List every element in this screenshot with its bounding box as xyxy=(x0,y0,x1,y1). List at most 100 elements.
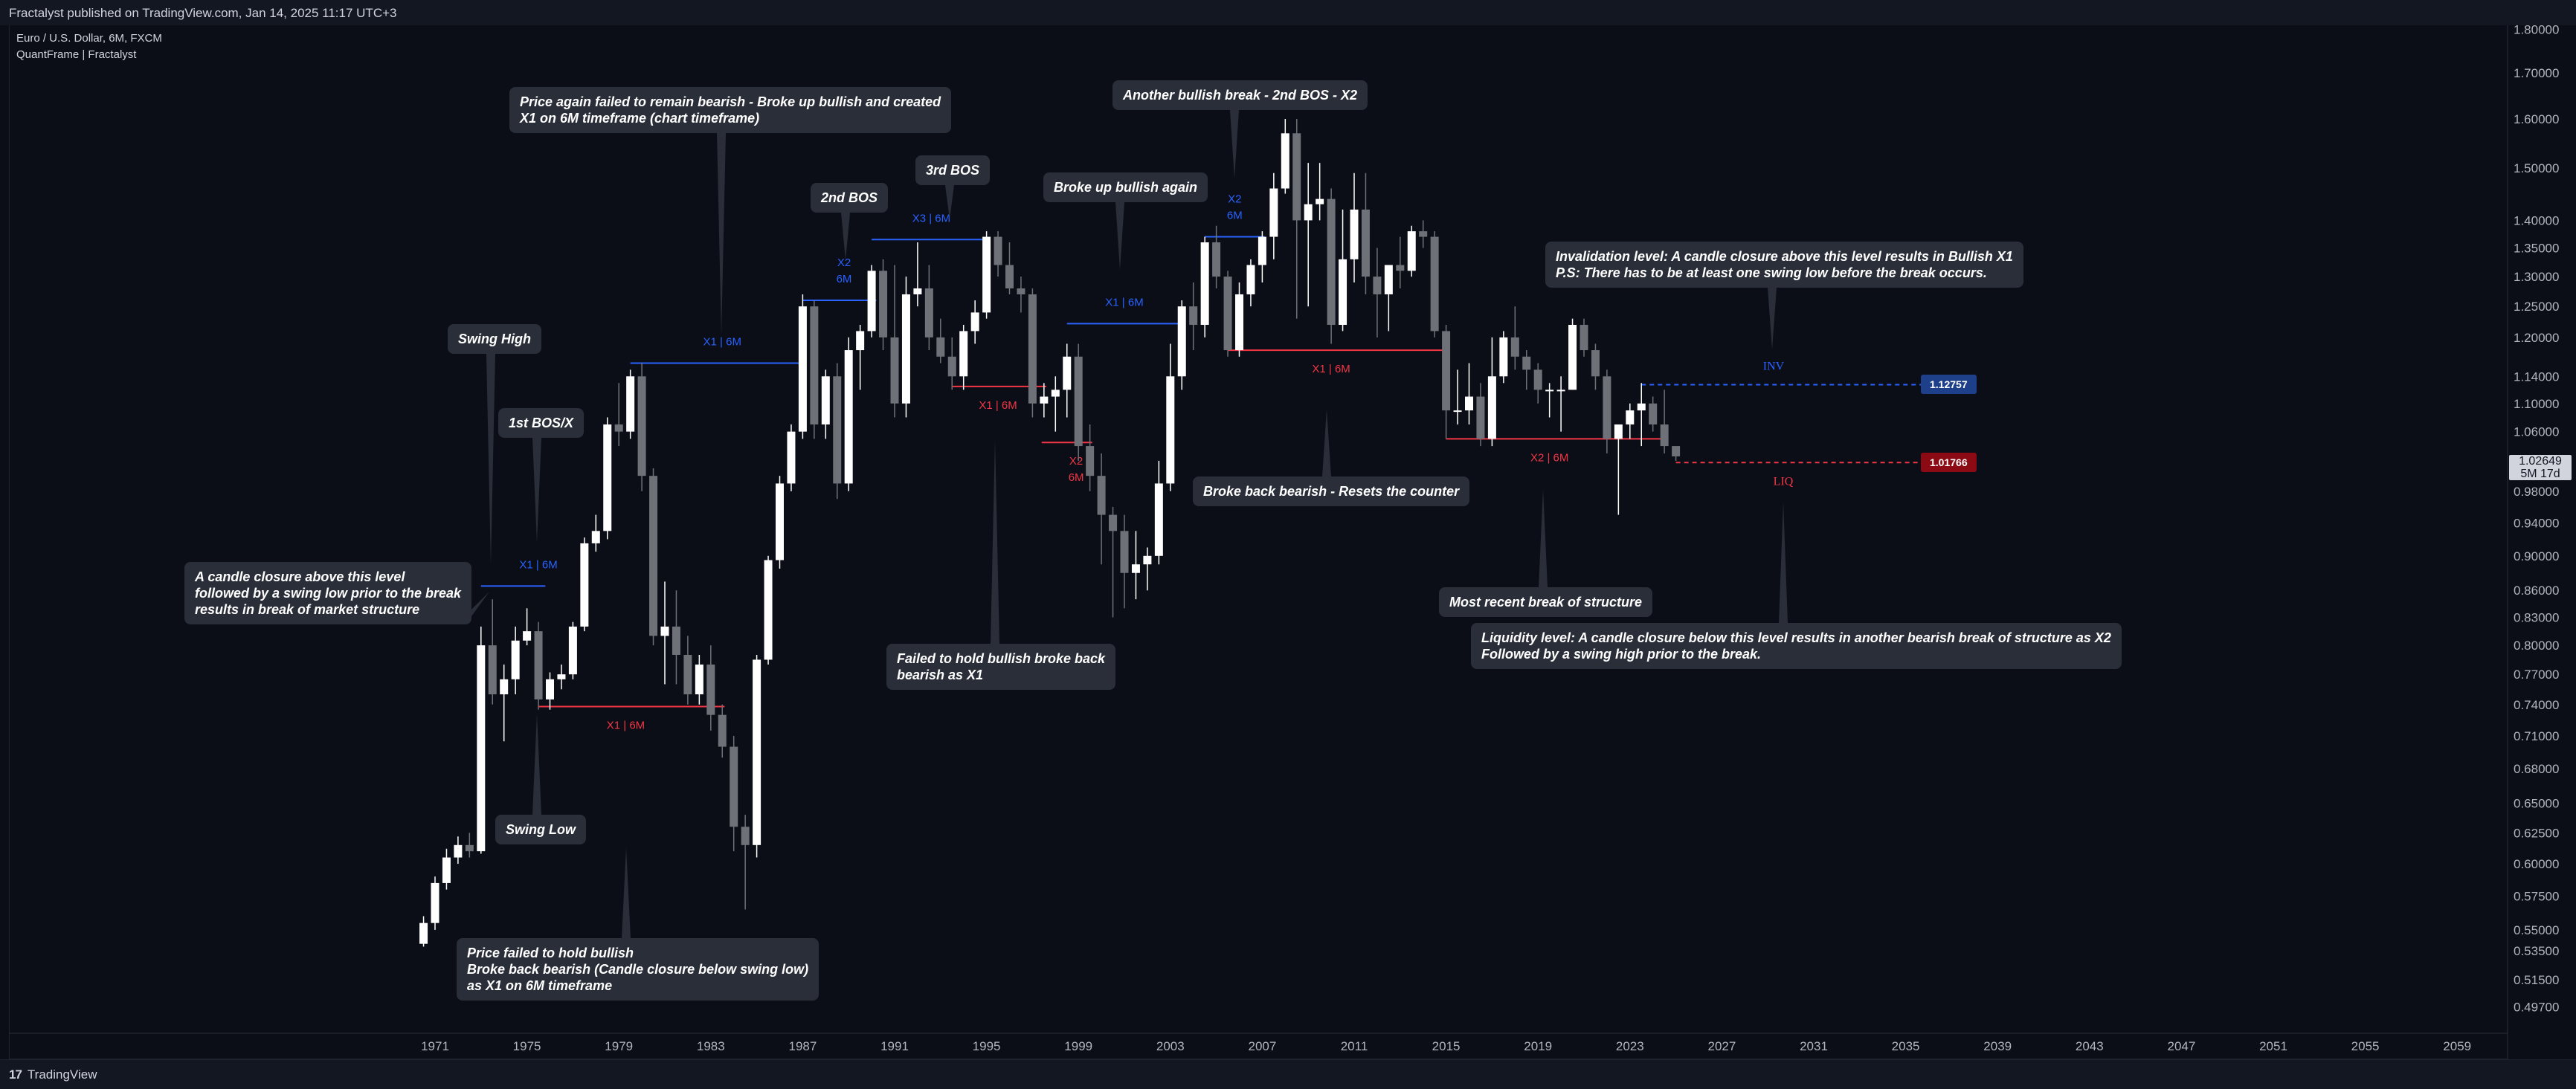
candle-body xyxy=(1235,294,1243,351)
ann-1st-bos[interactable]: 1st BOS/X xyxy=(498,408,585,438)
candle-body xyxy=(1430,236,1439,332)
x-tick-label: 1971 xyxy=(421,1039,449,1053)
ann-failed-hold-pointer xyxy=(622,847,631,938)
candle-body xyxy=(1316,198,1324,204)
ann-candle-closure-line: A candle closure above this level xyxy=(195,569,405,584)
ann-invalidation-line: P.S: There has to be at least one swing … xyxy=(1556,265,1987,280)
candle-body xyxy=(1626,410,1635,425)
ann-2nd-bos[interactable]: 2nd BOS xyxy=(811,183,889,213)
candle-body xyxy=(511,640,520,679)
candle-body xyxy=(1556,390,1565,392)
y-tick-label: 1.70000 xyxy=(2514,66,2559,80)
candle-body xyxy=(833,376,842,484)
x-tick-label: 2015 xyxy=(1432,1039,1461,1053)
candle-body xyxy=(1361,209,1370,277)
y-tick-label: 0.68000 xyxy=(2514,762,2559,776)
price-chart[interactable]: 1.80000 1.70000 1.60000 1.50000 1.40000 1.350… xyxy=(0,0,2576,1059)
tradingview-logo[interactable]: 17 TradingView xyxy=(9,1067,97,1082)
candle-body xyxy=(1384,265,1393,294)
candle-body xyxy=(1120,531,1129,573)
inv-label: INV xyxy=(1763,360,1785,372)
publisher-text: Fractalyst published on TradingView.com,… xyxy=(9,6,397,20)
x1-6m-2012-label: X1 | 6M xyxy=(1312,363,1350,375)
candle-body xyxy=(488,645,497,695)
y-tick-label: 0.62500 xyxy=(2514,826,2559,840)
ann-failed-hold[interactable]: Price failed to hold bullish Broke back b… xyxy=(457,938,820,1001)
ann-swing-low[interactable]: Swing Low xyxy=(495,815,586,844)
ann-price-again-line: Price again failed to remain bearish - B… xyxy=(520,94,941,109)
y-tick-label: 0.60000 xyxy=(2514,857,2559,871)
publisher-bar: Fractalyst published on TradingView.com,… xyxy=(0,0,2576,25)
ann-swing-low-line: Swing Low xyxy=(506,822,576,837)
candle-body xyxy=(890,337,899,404)
y-tick-label: 1.80000 xyxy=(2514,23,2559,37)
ann-2nd-bos-pointer xyxy=(841,213,850,260)
candle-body xyxy=(1510,337,1519,357)
candle-body xyxy=(1453,410,1462,413)
candle-body xyxy=(776,483,784,560)
candle-body xyxy=(1258,236,1266,265)
ann-liquidity[interactable]: Liquidity level: A candle closure below … xyxy=(1471,623,2122,669)
candle-body xyxy=(1327,198,1336,326)
x1-6m-1997-label: X1 | 6M xyxy=(979,399,1017,412)
x-tick-label: 2019 xyxy=(1524,1039,1552,1053)
ann-broke-back-pointer xyxy=(1322,410,1331,476)
ann-failed-bullish[interactable]: Failed to hold bullish broke back bearish… xyxy=(886,644,1116,690)
candle-body xyxy=(730,746,738,827)
ann-candle-closure[interactable]: A candle closure above this level followe… xyxy=(184,562,472,624)
candle-body xyxy=(591,531,600,543)
candle-body xyxy=(419,922,428,944)
y-tick-label: 0.98000 xyxy=(2514,485,2559,499)
candle-body xyxy=(603,424,612,531)
y-tick-label: 0.77000 xyxy=(2514,668,2559,682)
y-tick-label: 0.71000 xyxy=(2514,729,2559,743)
y-tick-label: 0.80000 xyxy=(2514,639,2559,653)
ann-failed-hold-line: Broke back bearish (Candle closure below… xyxy=(467,962,809,977)
candle-body xyxy=(798,306,807,432)
candle-body xyxy=(477,645,486,852)
candle-body xyxy=(1143,555,1152,565)
candle-body xyxy=(557,674,566,679)
candle-body xyxy=(500,679,509,695)
ann-failed-bullish-pointer xyxy=(991,439,999,644)
candle-body xyxy=(672,626,680,655)
x-tick-label: 2007 xyxy=(1248,1039,1276,1053)
candle-body xyxy=(1465,396,1473,411)
ann-2nd-bos-line: 2nd BOS xyxy=(821,190,878,205)
x-tick-label: 1987 xyxy=(788,1039,817,1053)
y-tick-label: 1.25000 xyxy=(2514,300,2559,314)
ann-swing-high[interactable]: Swing High xyxy=(448,324,541,354)
ann-liquidity-pointer xyxy=(1779,502,1788,623)
ann-another-bullish[interactable]: Another bullish break - 2nd BOS - X2 xyxy=(1112,80,1368,110)
ann-broke-back[interactable]: Broke back bearish - Resets the counter xyxy=(1193,476,1470,506)
candle-body xyxy=(1672,446,1681,456)
candle-body xyxy=(1177,306,1186,377)
ann-3rd-bos-pointer xyxy=(945,185,954,219)
candle-body xyxy=(1591,350,1600,377)
candle-body xyxy=(1373,277,1382,294)
x2-6m-2019-label: X2 | 6M xyxy=(1530,451,1568,464)
ann-most-recent-pointer xyxy=(1539,489,1548,587)
candle-body xyxy=(1040,396,1049,404)
candle-body xyxy=(1350,209,1359,259)
tradingview-logo-icon: 17 xyxy=(9,1067,22,1082)
ann-most-recent[interactable]: Most recent break of structure xyxy=(1439,587,1653,617)
y-tick-label: 1.20000 xyxy=(2514,331,2559,345)
ann-1st-bos-pointer xyxy=(532,438,541,543)
x-tick-label: 2003 xyxy=(1156,1039,1185,1053)
ann-broke-up[interactable]: Broke up bullish again xyxy=(1043,172,1208,202)
ann-3rd-bos[interactable]: 3rd BOS xyxy=(915,155,991,185)
indicator-title[interactable]: QuantFrame | Fractalyst xyxy=(16,48,137,61)
liq-label: LIQ xyxy=(1774,475,1794,488)
candle-body xyxy=(1005,265,1014,288)
ann-price-again[interactable]: Price again failed to remain bearish - B… xyxy=(509,87,952,133)
ann-invalidation[interactable]: Invalidation level: A candle closure abo… xyxy=(1545,242,2023,288)
x-tick-label: 1975 xyxy=(513,1039,541,1053)
candle-body xyxy=(947,356,956,377)
x2-6m-1988-label: X2 xyxy=(837,256,851,269)
y-tick-label: 0.51500 xyxy=(2514,973,2559,987)
x2-6m-1999-label-tf: 6M xyxy=(1069,471,1084,484)
candle-body xyxy=(1442,331,1451,411)
ann-failed-hold-line: Price failed to hold bullish xyxy=(467,946,634,960)
ann-1st-bos-line: 1st BOS/X xyxy=(509,416,574,430)
